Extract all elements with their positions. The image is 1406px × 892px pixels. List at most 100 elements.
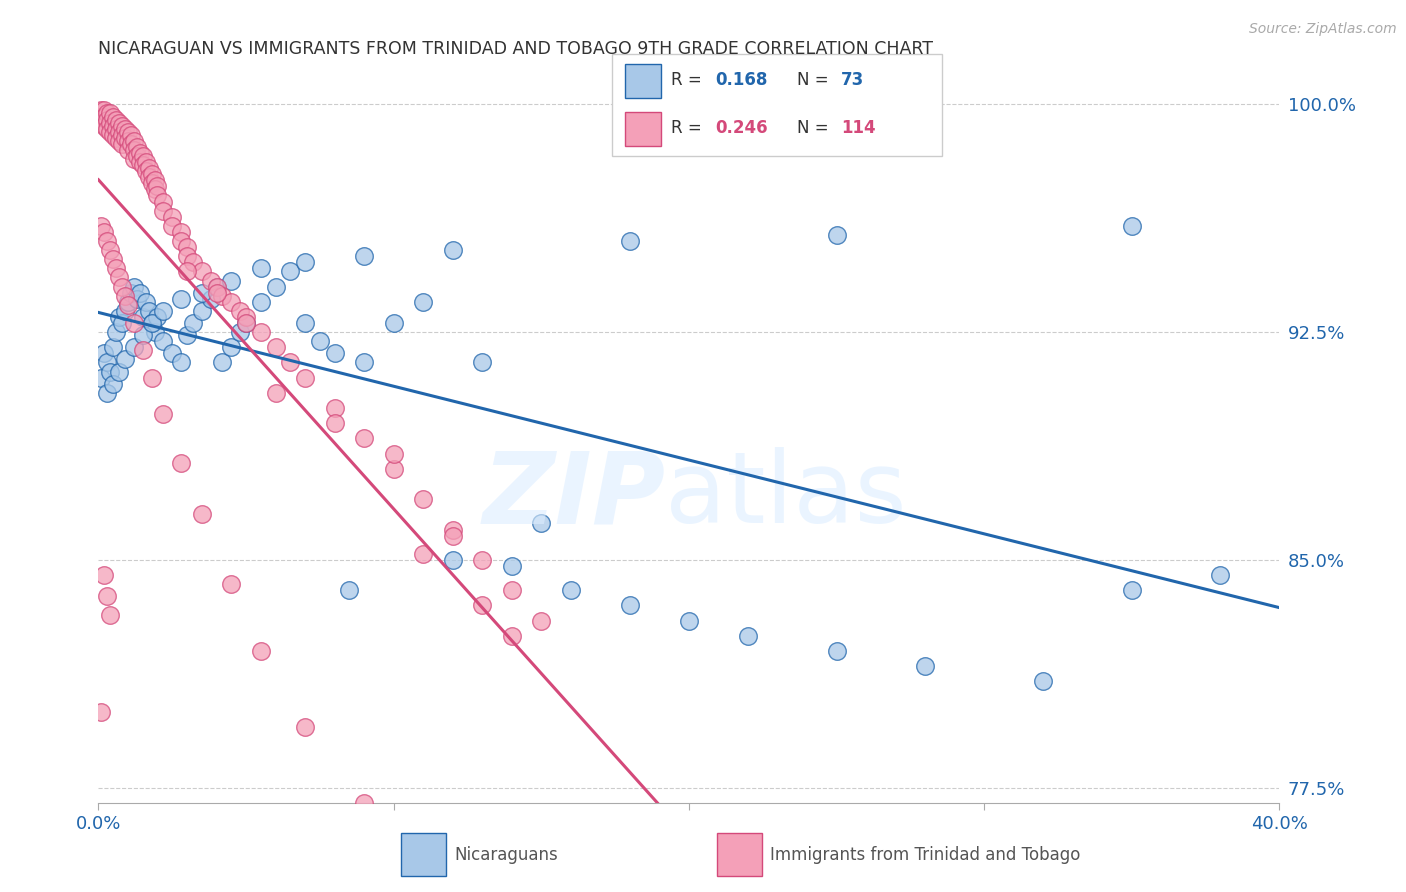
- Point: [353, 249, 375, 263]
- Point: [162, 210, 183, 224]
- Point: [235, 310, 257, 324]
- Point: [111, 128, 134, 142]
- Point: [96, 234, 118, 248]
- Point: [103, 119, 125, 133]
- Point: [176, 249, 198, 263]
- Point: [125, 292, 148, 306]
- Point: [181, 316, 204, 330]
- Point: [105, 130, 128, 145]
- Text: 73: 73: [841, 71, 865, 89]
- Point: [471, 599, 494, 613]
- FancyBboxPatch shape: [612, 54, 942, 156]
- Point: [250, 325, 273, 339]
- Point: [412, 492, 434, 507]
- Point: [176, 328, 198, 343]
- Point: [353, 355, 375, 369]
- Point: [152, 194, 174, 209]
- Point: [501, 629, 523, 643]
- Point: [235, 316, 257, 330]
- Text: atlas: atlas: [665, 448, 907, 544]
- Point: [678, 614, 700, 628]
- Point: [114, 304, 136, 318]
- Point: [264, 385, 287, 400]
- Point: [96, 112, 118, 127]
- Point: [103, 340, 125, 354]
- Point: [98, 365, 121, 379]
- Point: [1209, 568, 1232, 582]
- Point: [141, 316, 163, 330]
- Point: [441, 528, 464, 542]
- Point: [103, 128, 125, 142]
- Point: [219, 273, 242, 287]
- Point: [278, 264, 302, 278]
- Point: [170, 225, 193, 239]
- Text: N =: N =: [797, 71, 834, 89]
- Point: [162, 219, 183, 233]
- Point: [141, 370, 163, 384]
- Point: [93, 119, 115, 133]
- Point: [108, 134, 131, 148]
- Point: [141, 316, 163, 330]
- Point: [117, 294, 139, 309]
- Point: [98, 115, 121, 129]
- Point: [135, 155, 157, 169]
- Point: [219, 340, 242, 354]
- Point: [132, 149, 155, 163]
- Point: [382, 447, 405, 461]
- Point: [229, 325, 252, 339]
- Point: [1032, 674, 1054, 689]
- Point: [96, 106, 118, 120]
- Point: [309, 334, 332, 349]
- Point: [441, 523, 464, 537]
- Point: [98, 125, 121, 139]
- Point: [412, 294, 434, 309]
- Point: [278, 355, 302, 369]
- Point: [93, 225, 115, 239]
- Point: [323, 346, 346, 360]
- Point: [96, 121, 118, 136]
- Point: [294, 255, 316, 269]
- Point: [122, 340, 145, 354]
- Text: 114: 114: [841, 120, 876, 137]
- Point: [250, 644, 273, 658]
- Point: [294, 720, 316, 734]
- Point: [111, 119, 134, 133]
- Point: [560, 583, 582, 598]
- Point: [152, 203, 174, 218]
- Point: [200, 273, 222, 287]
- Point: [619, 234, 641, 248]
- Point: [105, 112, 128, 127]
- Point: [441, 243, 464, 257]
- Point: [353, 431, 375, 445]
- Point: [250, 294, 273, 309]
- Point: [90, 110, 112, 124]
- Point: [111, 279, 134, 293]
- Point: [122, 279, 145, 293]
- Point: [264, 340, 287, 354]
- Point: [211, 355, 233, 369]
- Text: Nicaraguans: Nicaraguans: [454, 846, 558, 863]
- Point: [98, 243, 121, 257]
- Point: [114, 288, 136, 302]
- Point: [170, 456, 193, 470]
- Point: [128, 285, 150, 300]
- Point: [138, 161, 160, 176]
- Text: Source: ZipAtlas.com: Source: ZipAtlas.com: [1249, 22, 1396, 37]
- Point: [619, 599, 641, 613]
- Point: [111, 136, 134, 151]
- Point: [114, 352, 136, 367]
- Text: R =: R =: [671, 71, 707, 89]
- Point: [211, 288, 233, 302]
- Point: [323, 416, 346, 430]
- Point: [143, 182, 166, 196]
- Point: [441, 553, 464, 567]
- Point: [191, 304, 214, 318]
- Point: [143, 325, 166, 339]
- Point: [825, 227, 848, 242]
- Text: Immigrants from Trinidad and Tobago: Immigrants from Trinidad and Tobago: [770, 846, 1081, 863]
- Point: [105, 325, 128, 339]
- Point: [98, 106, 121, 120]
- Point: [141, 167, 163, 181]
- Point: [152, 304, 174, 318]
- Point: [229, 304, 252, 318]
